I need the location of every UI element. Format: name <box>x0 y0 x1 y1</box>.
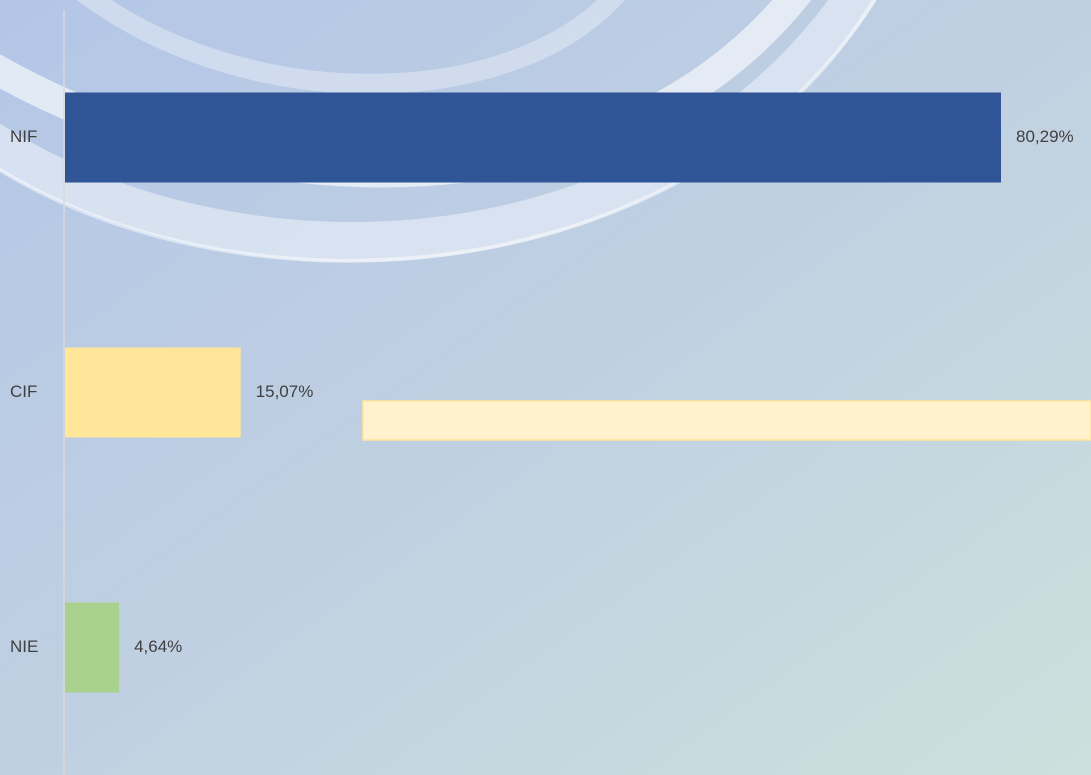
decoration-band <box>362 400 1091 441</box>
data-label: 80,29% <box>1016 127 1074 146</box>
data-label: 15,07% <box>256 382 314 401</box>
y-tick-label: CIF <box>10 382 37 401</box>
data-label: 4,64% <box>134 637 182 656</box>
bar <box>65 92 1001 183</box>
y-tick-label: NIE <box>10 637 38 656</box>
y-tick-label: NIF <box>10 127 37 146</box>
bar <box>65 602 120 693</box>
bar <box>65 347 241 438</box>
